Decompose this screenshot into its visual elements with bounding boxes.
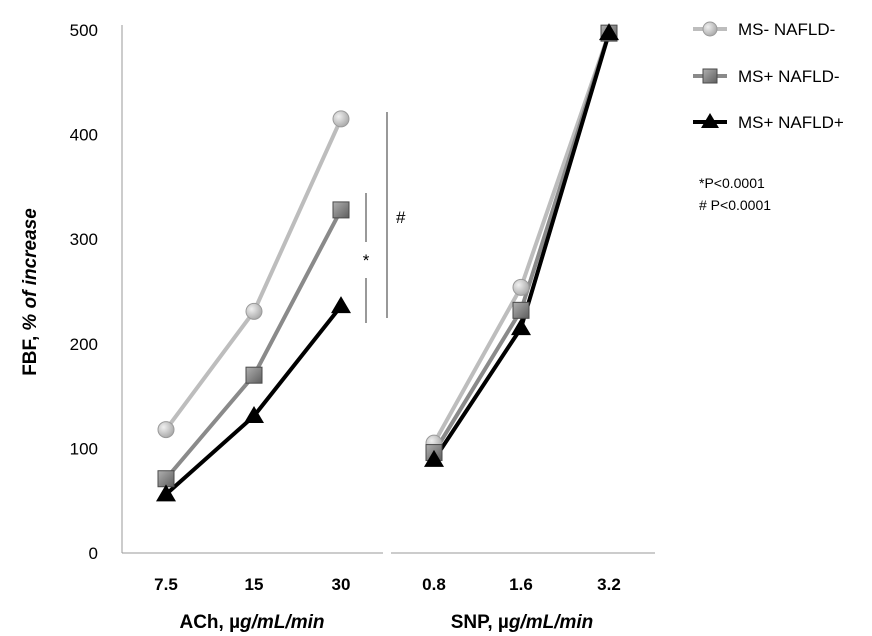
data-point-circle	[245, 302, 263, 320]
x-tick-label: 3.2	[597, 575, 621, 594]
y-axis-title: FBF, % of increase	[20, 208, 41, 376]
data-point-circle	[512, 278, 530, 296]
data-point-triangle	[511, 318, 531, 336]
legend-label-ms-plus-nafld-minus: MS+ NAFLD-	[738, 67, 840, 86]
y-tick-labels: 0 100 200 300 400 500	[70, 21, 98, 563]
legend-marker-square	[702, 68, 718, 84]
data-point-square	[512, 301, 530, 319]
x-tick-label: 7.5	[154, 575, 178, 594]
note-hash-p-value: # P<0.0001	[699, 197, 771, 213]
data-point-triangle	[599, 23, 619, 41]
x-axis-title-ach-main: ACh, µ	[179, 612, 240, 633]
y-tick-label: 0	[89, 544, 98, 563]
x-tick-label: 15	[245, 575, 264, 594]
y-tick-label: 500	[70, 21, 98, 40]
y-tick-label: 200	[70, 335, 98, 354]
series-line	[164, 304, 343, 496]
data-point-circle	[332, 110, 350, 128]
y-axis-title-italic: % of increase	[20, 208, 41, 331]
x-axis-title-ach: ACh, µg/mL/min	[179, 612, 324, 633]
x-tick-label: 30	[332, 575, 351, 594]
x-axis-title-snp: SNP, µg/mL/min	[451, 612, 594, 633]
data-point-triangle	[156, 484, 176, 502]
legend-marker-triangle	[701, 113, 719, 128]
data-point-circle	[157, 421, 175, 439]
data-point-square	[157, 470, 175, 488]
x-axis-title-snp-main: SNP, µ	[451, 612, 509, 633]
note-star-p-value: *P<0.0001	[699, 175, 765, 191]
data-point-square	[332, 201, 350, 219]
series-line	[164, 208, 343, 481]
data-point-square	[245, 366, 263, 384]
x-tick-label: 0.8	[422, 575, 446, 594]
series-line	[432, 32, 611, 454]
x-tick-labels: 7.5 15 30 0.8 1.6 3.2	[154, 575, 621, 594]
y-tick-label: 100	[70, 439, 98, 458]
series-line	[432, 32, 611, 445]
legend: MS- NAFLD- MS+ NAFLD- MS+ NAFLD+	[693, 20, 844, 132]
legend-label-ms-plus-nafld-plus: MS+ NAFLD+	[738, 113, 844, 132]
significance-star: *	[363, 251, 370, 270]
series-markers	[156, 23, 619, 502]
data-point-triangle	[424, 449, 444, 467]
legend-marker-circle	[702, 21, 718, 37]
data-point-triangle	[244, 405, 264, 423]
data-point-triangle	[331, 296, 351, 314]
significance-hash: #	[396, 208, 406, 227]
x-axis-title-snp-italic: g/mL/min	[508, 612, 593, 633]
legend-label-ms-minus-nafld-minus: MS- NAFLD-	[738, 20, 835, 39]
x-axis-title-ach-italic: g/mL/min	[239, 612, 324, 633]
y-tick-label: 300	[70, 230, 98, 249]
y-tick-label: 400	[70, 126, 98, 145]
y-axis-title-main: FBF,	[20, 336, 41, 376]
x-tick-label: 1.6	[509, 575, 533, 594]
